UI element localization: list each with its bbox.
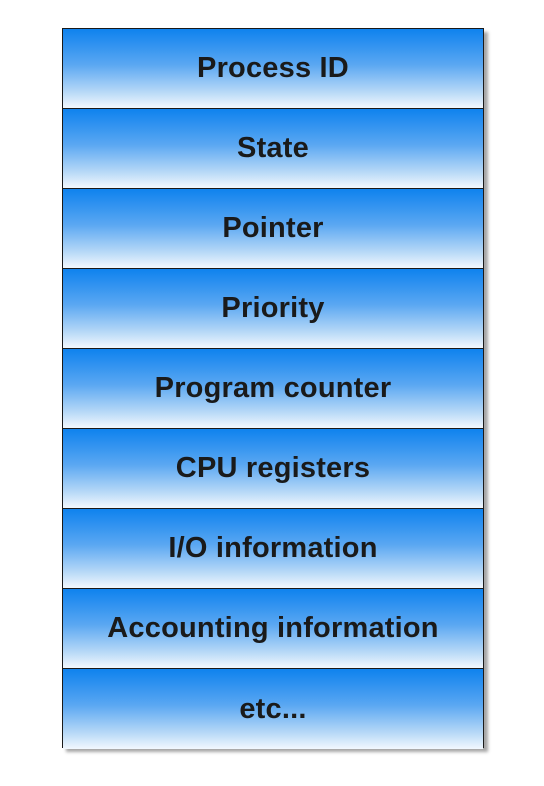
field-priority: Priority bbox=[63, 269, 483, 349]
field-program-counter: Program counter bbox=[63, 349, 483, 429]
process-control-block: Process ID State Pointer Priority Progra… bbox=[62, 28, 484, 749]
field-label: I/O information bbox=[168, 532, 378, 564]
field-pointer: Pointer bbox=[63, 189, 483, 269]
field-label: Pointer bbox=[222, 212, 324, 244]
field-process-id: Process ID bbox=[63, 29, 483, 109]
field-label: Process ID bbox=[197, 52, 349, 84]
field-label: Program counter bbox=[154, 372, 392, 404]
field-label: State bbox=[237, 132, 309, 164]
field-io-information: I/O information bbox=[63, 509, 483, 589]
field-cpu-registers: CPU registers bbox=[63, 429, 483, 509]
field-accounting-information: Accounting information bbox=[63, 589, 483, 669]
field-state: State bbox=[63, 109, 483, 189]
field-label: CPU registers bbox=[175, 452, 371, 484]
field-label: Accounting information bbox=[107, 612, 439, 644]
field-etc: etc... bbox=[63, 669, 483, 749]
field-label: Priority bbox=[221, 292, 325, 324]
field-label: etc... bbox=[239, 692, 307, 725]
